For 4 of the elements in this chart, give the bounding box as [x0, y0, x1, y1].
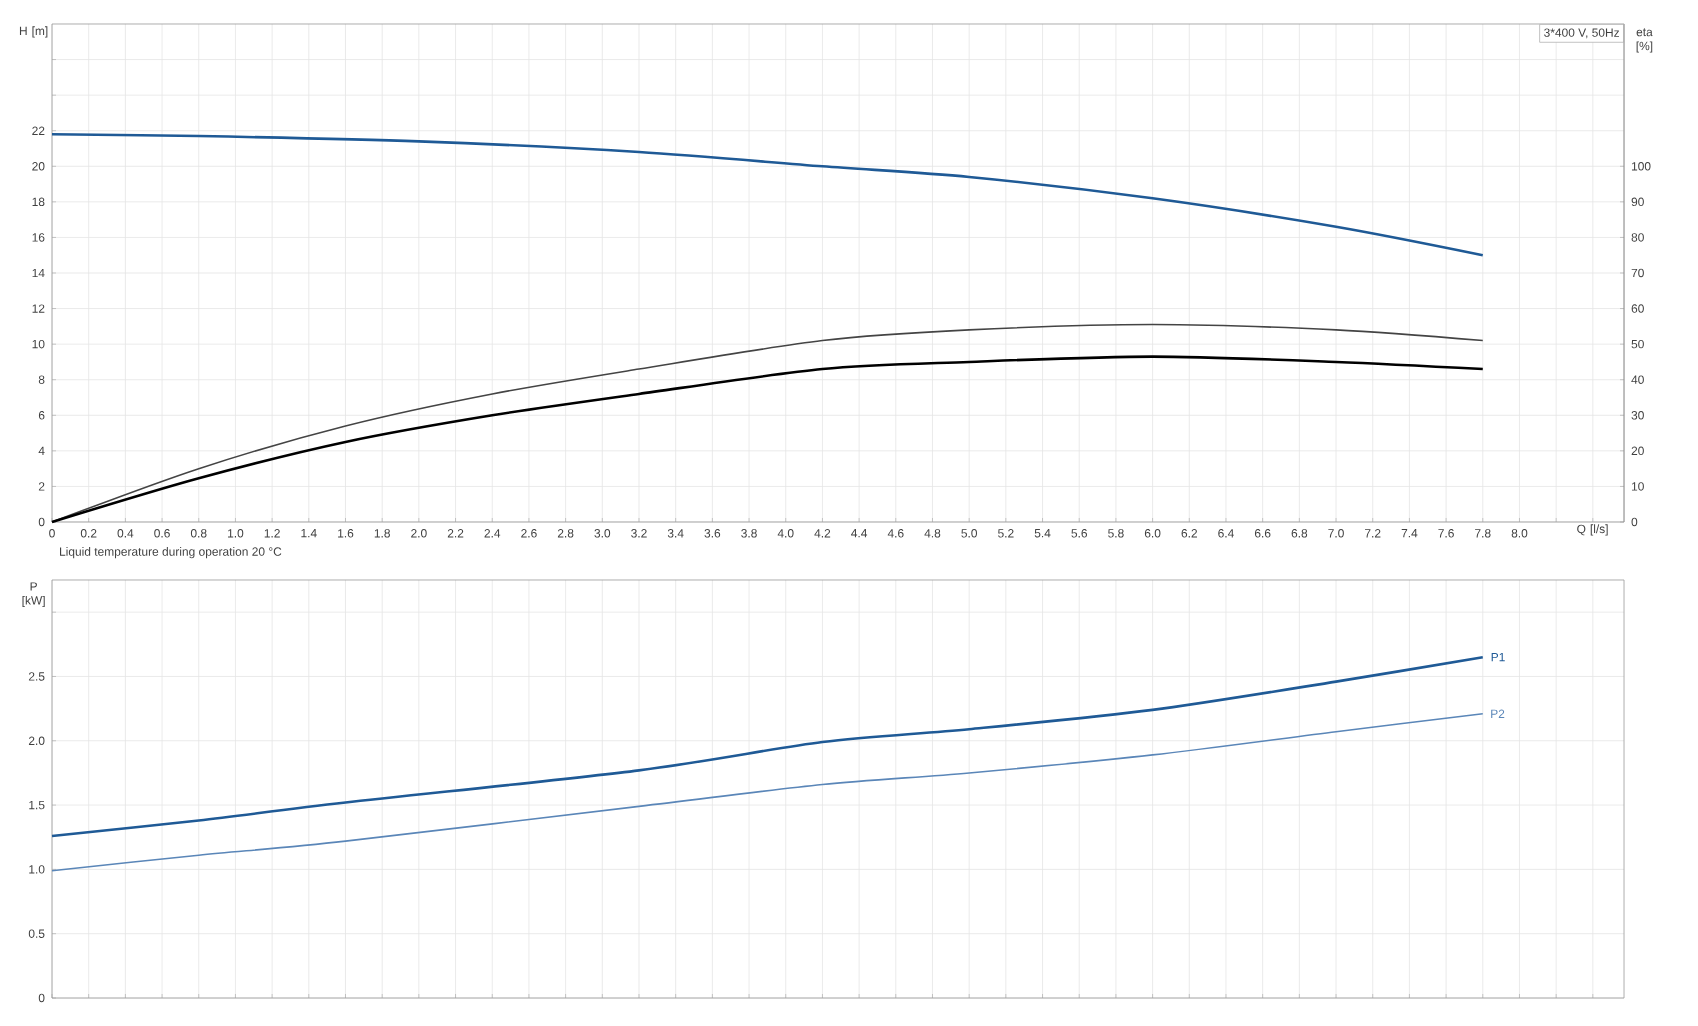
line-series	[50, 355, 1485, 524]
line-series	[50, 655, 1485, 838]
line-series	[50, 132, 1485, 257]
line-series	[51, 712, 1484, 872]
